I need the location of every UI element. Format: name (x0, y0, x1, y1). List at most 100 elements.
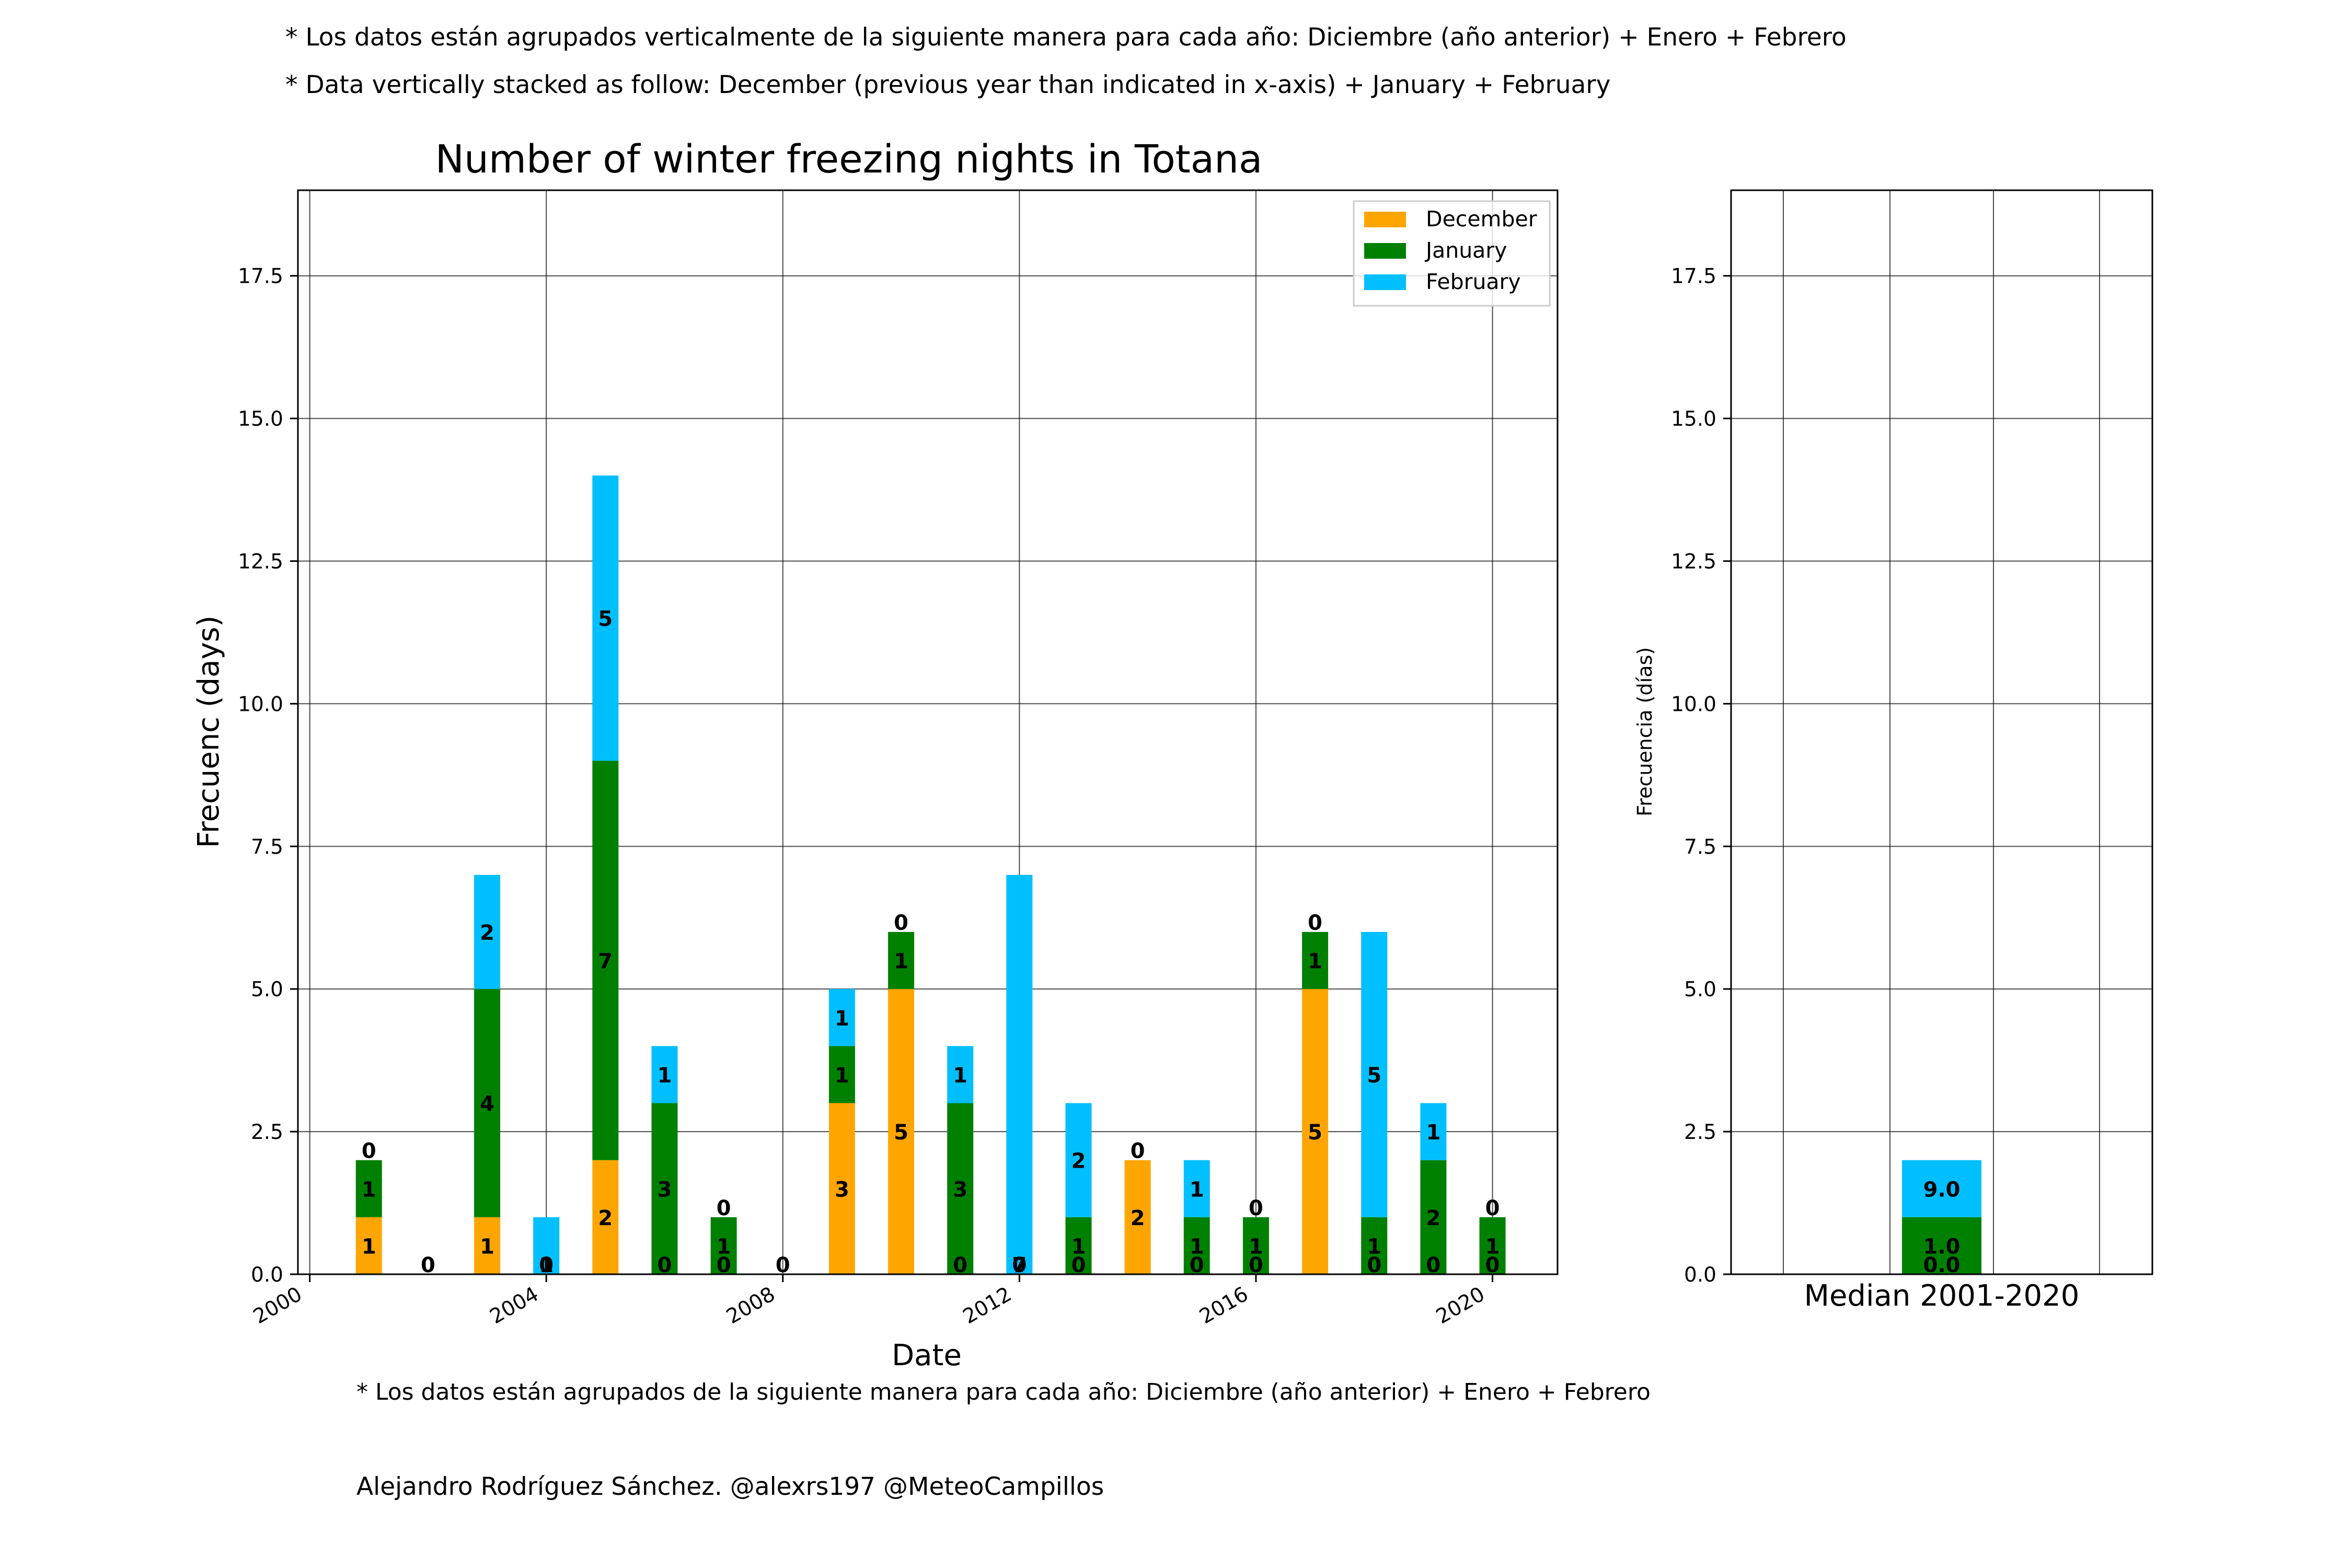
data-label-december-2006: 0 (658, 1253, 672, 1277)
data-label-december-2020: 0 (1485, 1253, 1500, 1277)
main-y-tick-label: 7.5 (251, 835, 283, 859)
data-label-february-2006: 1 (658, 1064, 672, 1088)
median-bar-february (1902, 1160, 1981, 1217)
main-x-tick-label: 2012 (959, 1283, 1016, 1329)
median-y-tick-label: 0.0 (1684, 1263, 1716, 1287)
data-label-december-2018: 0 (1367, 1253, 1381, 1277)
median-value-labels: 0.01.0 9.0 (1923, 1178, 1961, 1277)
bar-january-2006 (651, 1103, 678, 1274)
data-label-february-2018: 5 (1367, 1064, 1381, 1088)
median-bars (1902, 1160, 1981, 1274)
data-label-december-2015: 0 (1190, 1253, 1204, 1277)
bar-february-2009 (828, 989, 855, 1046)
bar-december-2017 (1302, 989, 1329, 1274)
main-x-tick-label: 2020 (1432, 1283, 1489, 1329)
median-bar-january (1902, 1217, 1981, 1274)
bar-january-2020 (1479, 1217, 1506, 1274)
legend-label-december: December (1426, 206, 1537, 232)
data-label-january-2007: 1 (717, 1235, 731, 1259)
data-label-december-2013: 0 (1071, 1253, 1086, 1277)
data-label-january-2004: 1 (539, 1253, 554, 1277)
legend-swatch-december (1364, 212, 1406, 227)
main-y-tick-label: 0.0 (251, 1263, 283, 1287)
main-y-tick-label: 2.5 (251, 1121, 283, 1144)
legend-label-january: January (1424, 238, 1507, 263)
data-label-january-2017: 1 (1308, 950, 1322, 974)
data-label-january-2011: 3 (953, 1178, 967, 1202)
median-data-label-december: 0.0 (1923, 1253, 1961, 1277)
data-label-january-2001: 1 (362, 1178, 376, 1202)
bar-february-2018 (1361, 932, 1388, 1217)
bar-february-2005 (592, 475, 619, 761)
credit-line: Alejandro Rodríguez Sánchez. @alexrs197 … (356, 1472, 1104, 1501)
main-chart: Number of winter freezing nights in Tota… (192, 137, 1559, 1373)
bar-february-2015 (1183, 1160, 1210, 1217)
bar-january-2016 (1242, 1217, 1269, 1274)
main-x-tick-label: 2016 (1195, 1283, 1252, 1329)
median-y-tick-label: 17.5 (1671, 265, 1716, 289)
bar-january-2017 (1302, 932, 1329, 989)
data-label-january-2018: 1 (1367, 1235, 1381, 1259)
bar-february-2011 (947, 1046, 974, 1103)
data-label-january-2019: 2 (1426, 1206, 1440, 1230)
data-label-february-2013: 2 (1071, 1149, 1086, 1173)
data-label-december-2009: 3 (835, 1178, 849, 1202)
legend-swatch-january (1364, 243, 1406, 259)
data-label-january-2012: 7 (1012, 1253, 1027, 1277)
data-label-january-2015: 1 (1190, 1235, 1204, 1259)
data-label-february-2017: 0 (1308, 911, 1322, 935)
bar-january-2010 (888, 932, 915, 989)
data-label-december-2010: 5 (894, 1121, 908, 1145)
note-bottom-es: * Los datos están agrupados de la siguie… (356, 1379, 1651, 1405)
data-label-january-2014: 0 (1131, 1139, 1145, 1163)
data-label-december-2017: 5 (1308, 1121, 1322, 1145)
median-x-label: Median 2001-2020 (1804, 1279, 2080, 1313)
median-y-tick-label: 10.0 (1671, 693, 1716, 716)
data-label-december-2002: 0 (421, 1253, 435, 1277)
data-label-january-2020: 1 (1485, 1235, 1500, 1259)
data-label-december-2003: 1 (480, 1235, 494, 1259)
median-y-tick-label: 15.0 (1671, 408, 1716, 431)
data-label-december-2014: 2 (1131, 1206, 1145, 1230)
main-y-axis-label: Frecuenc (days) (192, 615, 226, 848)
main-y-tick-label: 12.5 (238, 550, 283, 574)
note-top-es: * Los datos están agrupados verticalment… (285, 23, 1847, 52)
data-label-february-2019: 1 (1426, 1121, 1440, 1145)
main-x-tick-label: 2004 (486, 1283, 543, 1329)
data-label-february-2010: 0 (894, 911, 908, 935)
median-y-ticks: 0.0 2.5 5.0 7.5 10.0 12.5 15.0 17.5 (1671, 265, 1731, 1287)
median-y-tick-label: 5.0 (1684, 978, 1716, 1001)
bar-january-2019 (1420, 1160, 1447, 1274)
main-chart-title: Number of winter freezing nights in Tota… (435, 137, 1263, 182)
data-label-december-2004: 0 (539, 1253, 554, 1277)
data-label-february-2003: 2 (480, 921, 494, 945)
main-grid (298, 190, 1558, 1275)
data-label-january-2003: 4 (480, 1092, 494, 1116)
main-y-tick-label: 10.0 (238, 693, 283, 716)
legend-swatch-february (1364, 274, 1406, 290)
bar-december-2010 (888, 989, 915, 1274)
data-label-january-2006: 3 (658, 1178, 672, 1202)
bar-january-2001 (355, 1160, 382, 1217)
bar-december-2003 (474, 1217, 501, 1274)
data-label-december-2008: 0 (776, 1253, 790, 1277)
bar-january-2018 (1361, 1217, 1388, 1274)
data-label-december-2011: 0 (953, 1253, 967, 1277)
data-label-february-2011: 1 (953, 1064, 967, 1088)
data-label-february-2009: 1 (835, 1007, 849, 1031)
note-top-en: * Data vertically stacked as follow: Dec… (285, 71, 1610, 99)
data-label-january-2013: 1 (1071, 1235, 1086, 1259)
main-y-tick-label: 15.0 (238, 408, 283, 431)
main-bars (355, 475, 1506, 1274)
data-label-february-2005: 5 (598, 607, 613, 631)
main-plot-frame (297, 189, 1559, 1275)
data-label-december-2012: 0 (1012, 1253, 1027, 1277)
median-chart: 0.01.09.0 0.02.55.07.510.012.515.017.5 M… (1633, 189, 2153, 1313)
data-label-january-2016: 1 (1249, 1235, 1263, 1259)
bar-december-2005 (592, 1160, 619, 1274)
bar-february-2003 (474, 874, 501, 989)
bar-february-2006 (651, 1046, 678, 1103)
main-x-axis-label: Date (892, 1339, 962, 1373)
